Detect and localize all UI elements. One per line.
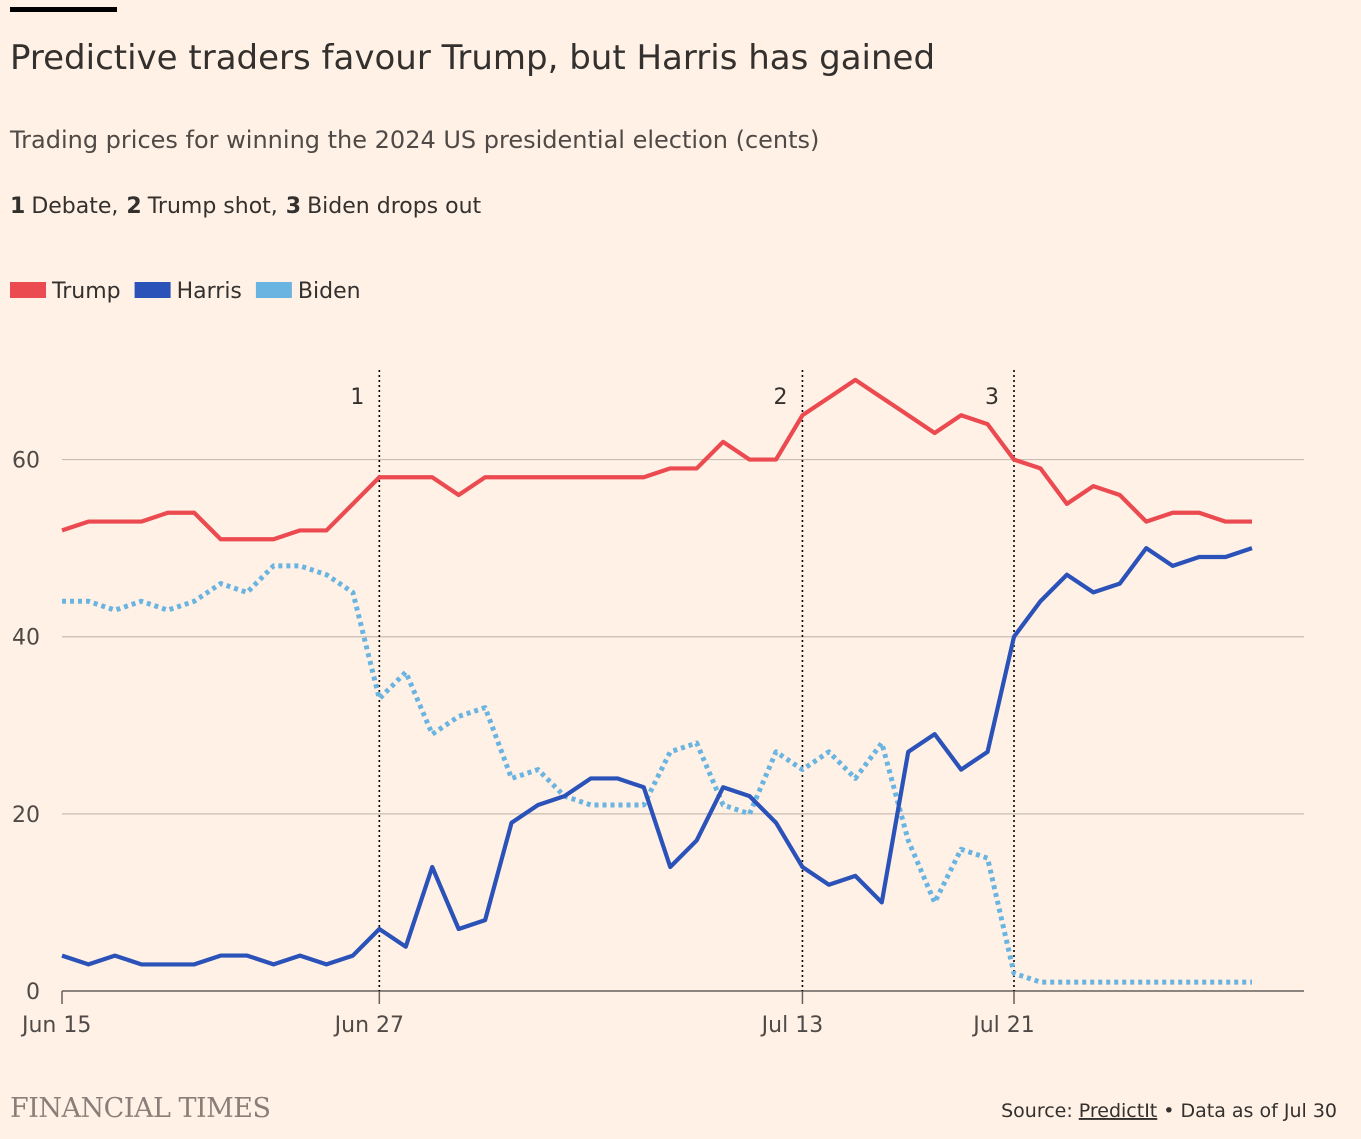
top-bar	[10, 7, 117, 12]
y-tick-label: 60	[12, 449, 40, 474]
legend-label: Biden	[298, 279, 361, 304]
chart-title: Predictive traders favour Trump, but Har…	[10, 38, 935, 78]
series-line	[61, 546, 1253, 967]
x-tick-label: Jun 27	[333, 1013, 404, 1038]
legend-label: Harris	[177, 279, 242, 304]
note-text: Biden drops out	[307, 194, 481, 219]
y-tick-label: 40	[12, 626, 40, 651]
source: Source: PredictIt • Data as of Jul 30	[1001, 1100, 1337, 1122]
note-key: 1	[10, 194, 25, 219]
y-tick-label: 0	[26, 980, 40, 1005]
series-line	[62, 563, 1252, 985]
brand: FINANCIAL TIMES	[10, 1093, 271, 1124]
source-prefix: Source:	[1001, 1100, 1073, 1122]
series-line	[61, 377, 1252, 542]
note-key: 2	[126, 194, 141, 219]
note-key: 3	[286, 194, 301, 219]
y-tick-label: 20	[12, 803, 40, 828]
legend-swatch	[10, 282, 46, 298]
note-text: Trump shot,	[147, 194, 278, 219]
event-label: 2	[773, 385, 787, 410]
legend-label: Trump	[51, 279, 121, 304]
note-text: Debate,	[31, 194, 118, 219]
legend-swatch	[255, 282, 292, 298]
source-suffix: • Data as of Jul 30	[1163, 1100, 1337, 1122]
event-label: 3	[985, 385, 999, 410]
x-tick-label: Jun 15	[20, 1013, 91, 1038]
source-link[interactable]: PredictIt	[1079, 1100, 1158, 1122]
event-label: 1	[350, 385, 364, 410]
legend-swatch	[134, 282, 171, 298]
x-tick-label: Jul 13	[760, 1013, 824, 1038]
chart-subtitle: Trading prices for winning the 2024 US p…	[9, 126, 819, 154]
notes: 1 Debate, 2 Trump shot, 3 Biden drops out	[10, 194, 482, 219]
x-tick-label: Jul 21	[971, 1013, 1035, 1038]
